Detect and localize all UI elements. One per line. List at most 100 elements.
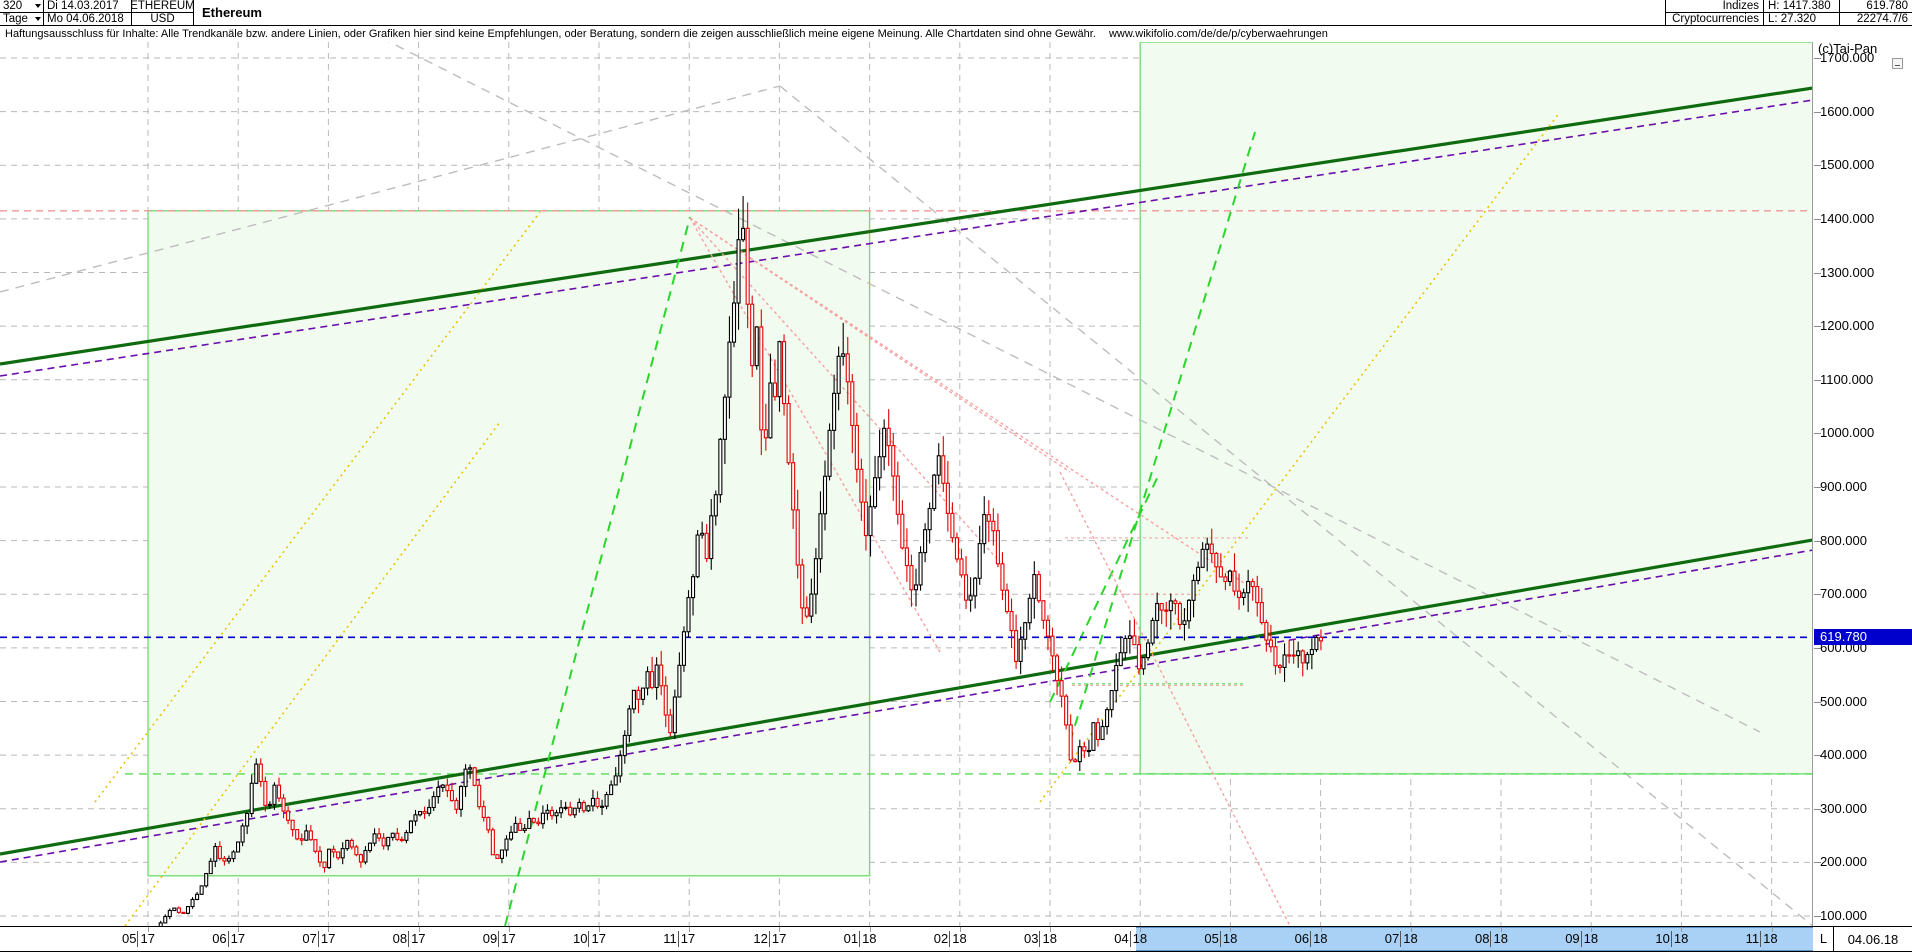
date-axis-tick	[1501, 927, 1502, 932]
candle-body	[195, 893, 200, 901]
downtrend-red-1	[689, 217, 1251, 588]
price-axis-label: 1600.000	[1820, 103, 1875, 119]
candle-body	[768, 382, 773, 439]
candle-body	[973, 577, 978, 597]
candle-body	[1232, 570, 1237, 592]
candle-body	[850, 381, 855, 427]
period-count-dropdown[interactable]: 320	[0, 0, 43, 13]
candle-body	[986, 514, 991, 522]
date-to[interactable]: Mo 04.06.2018	[47, 12, 124, 25]
steep-green-2a	[1049, 471, 1161, 703]
candle-body	[281, 797, 286, 812]
minimize-icon[interactable]	[1892, 58, 1903, 69]
candle-body	[1123, 637, 1128, 654]
candle-body	[1091, 722, 1096, 751]
candle-body	[800, 564, 805, 609]
candle-body	[581, 801, 586, 812]
period-unit-dropdown[interactable]: Tage	[0, 13, 43, 25]
candle-body	[1309, 648, 1314, 656]
price-axis-tick	[1814, 647, 1821, 649]
period-selector-group: 320 Tage	[0, 0, 44, 25]
candle-body	[709, 515, 714, 560]
price-axis[interactable]: (c)Tai-Pan 1700.000 1600.000 1500.000 1400.…	[1814, 42, 1912, 926]
candle-body	[636, 689, 641, 700]
candle-body	[1205, 543, 1210, 550]
date-range-group: Di 14.03.2017 Mo 04.06.2018	[44, 0, 132, 25]
candle-body	[208, 860, 213, 875]
date-axis-tick	[1410, 927, 1412, 932]
candle-body	[345, 839, 350, 850]
date-axis-tick	[689, 927, 691, 932]
candle-body	[1237, 590, 1242, 598]
chart-plot-area[interactable]	[0, 42, 1813, 926]
candle-body	[659, 664, 664, 687]
candle-body	[645, 671, 650, 689]
candle-body	[1277, 665, 1283, 669]
date-axis-tick	[418, 927, 420, 932]
candle-body	[1291, 654, 1296, 657]
candle-body	[777, 341, 782, 398]
candle-body	[286, 810, 291, 821]
candle-body	[872, 477, 878, 508]
candle-body	[322, 861, 327, 869]
date-axis-tick	[1320, 927, 1322, 932]
date-axis-labels[interactable]: 05 17 06 17 07 17 08 17 09 17 10 17 11 17 12 17 01 18 02 18…	[0, 927, 1813, 951]
candle-body	[1282, 654, 1287, 669]
candle-body	[431, 796, 436, 809]
disclaimer-url[interactable]: www.wikifolio.com/de/de/p/cyberwaehrunge…	[1108, 28, 1328, 40]
candle-body	[336, 851, 341, 859]
candle-body	[486, 816, 491, 831]
price-axis-tick	[1814, 755, 1821, 757]
candle-body	[895, 475, 900, 515]
category-line1: Indizes	[1666, 0, 1763, 13]
price-axis-tick	[1814, 487, 1821, 488]
chevron-down-icon[interactable]	[35, 16, 41, 21]
chevron-down-icon[interactable]	[35, 4, 41, 8]
candle-body	[595, 797, 600, 808]
candle-body	[604, 794, 609, 807]
candle-body	[1141, 657, 1146, 670]
date-axis[interactable]: 05 17 06 17 07 17 08 17 09 17 10 17 11 17 12 17 01 18 02 18…	[0, 926, 1912, 952]
candle-body	[249, 782, 254, 815]
candle-body	[968, 595, 973, 601]
category-line2: Cryptocurrencies	[1672, 12, 1759, 25]
date-axis-tick	[1050, 927, 1051, 932]
candle-body	[204, 873, 209, 887]
candle-body	[722, 396, 727, 440]
fib-gold-1b	[124, 421, 501, 926]
candle-body	[445, 784, 450, 792]
candle-body	[681, 631, 687, 666]
candle-body	[1296, 650, 1301, 657]
candle-body	[536, 821, 541, 825]
candlestick-series[interactable]	[5, 196, 1323, 926]
candle-body	[672, 696, 677, 734]
candle-body	[463, 768, 468, 788]
candle-body	[1191, 579, 1196, 601]
candle-body	[822, 475, 828, 515]
candle-body	[176, 907, 181, 913]
price-axis-tick	[1814, 165, 1821, 167]
candle-body	[640, 687, 646, 700]
candle-body	[863, 501, 869, 537]
candle-body	[918, 552, 923, 586]
candle-body	[163, 915, 168, 924]
candle-body	[1023, 622, 1028, 640]
candle-body	[381, 837, 386, 847]
price-axis-tick	[1814, 58, 1821, 59]
date-from[interactable]: Di 14.03.2017	[44, 0, 131, 13]
date-axis-highlight-range[interactable]	[1136, 927, 1813, 951]
candle-body	[759, 326, 764, 431]
date-axis-label: 08 18	[1475, 931, 1508, 947]
downtrend-red-2	[689, 217, 1071, 473]
candle-body	[240, 825, 245, 843]
candle-body	[1027, 597, 1032, 624]
price-axis-tick	[1814, 111, 1821, 113]
candle-body	[1246, 580, 1251, 594]
axis-mode-flag[interactable]: L	[1814, 927, 1834, 951]
candle-body	[1227, 570, 1232, 583]
candle-body	[909, 565, 914, 591]
last-price-marker[interactable]: 619.780	[1814, 629, 1912, 646]
candle-body	[513, 822, 518, 833]
candlestick-chart[interactable]	[0, 42, 1813, 926]
candle-body	[1168, 600, 1173, 612]
